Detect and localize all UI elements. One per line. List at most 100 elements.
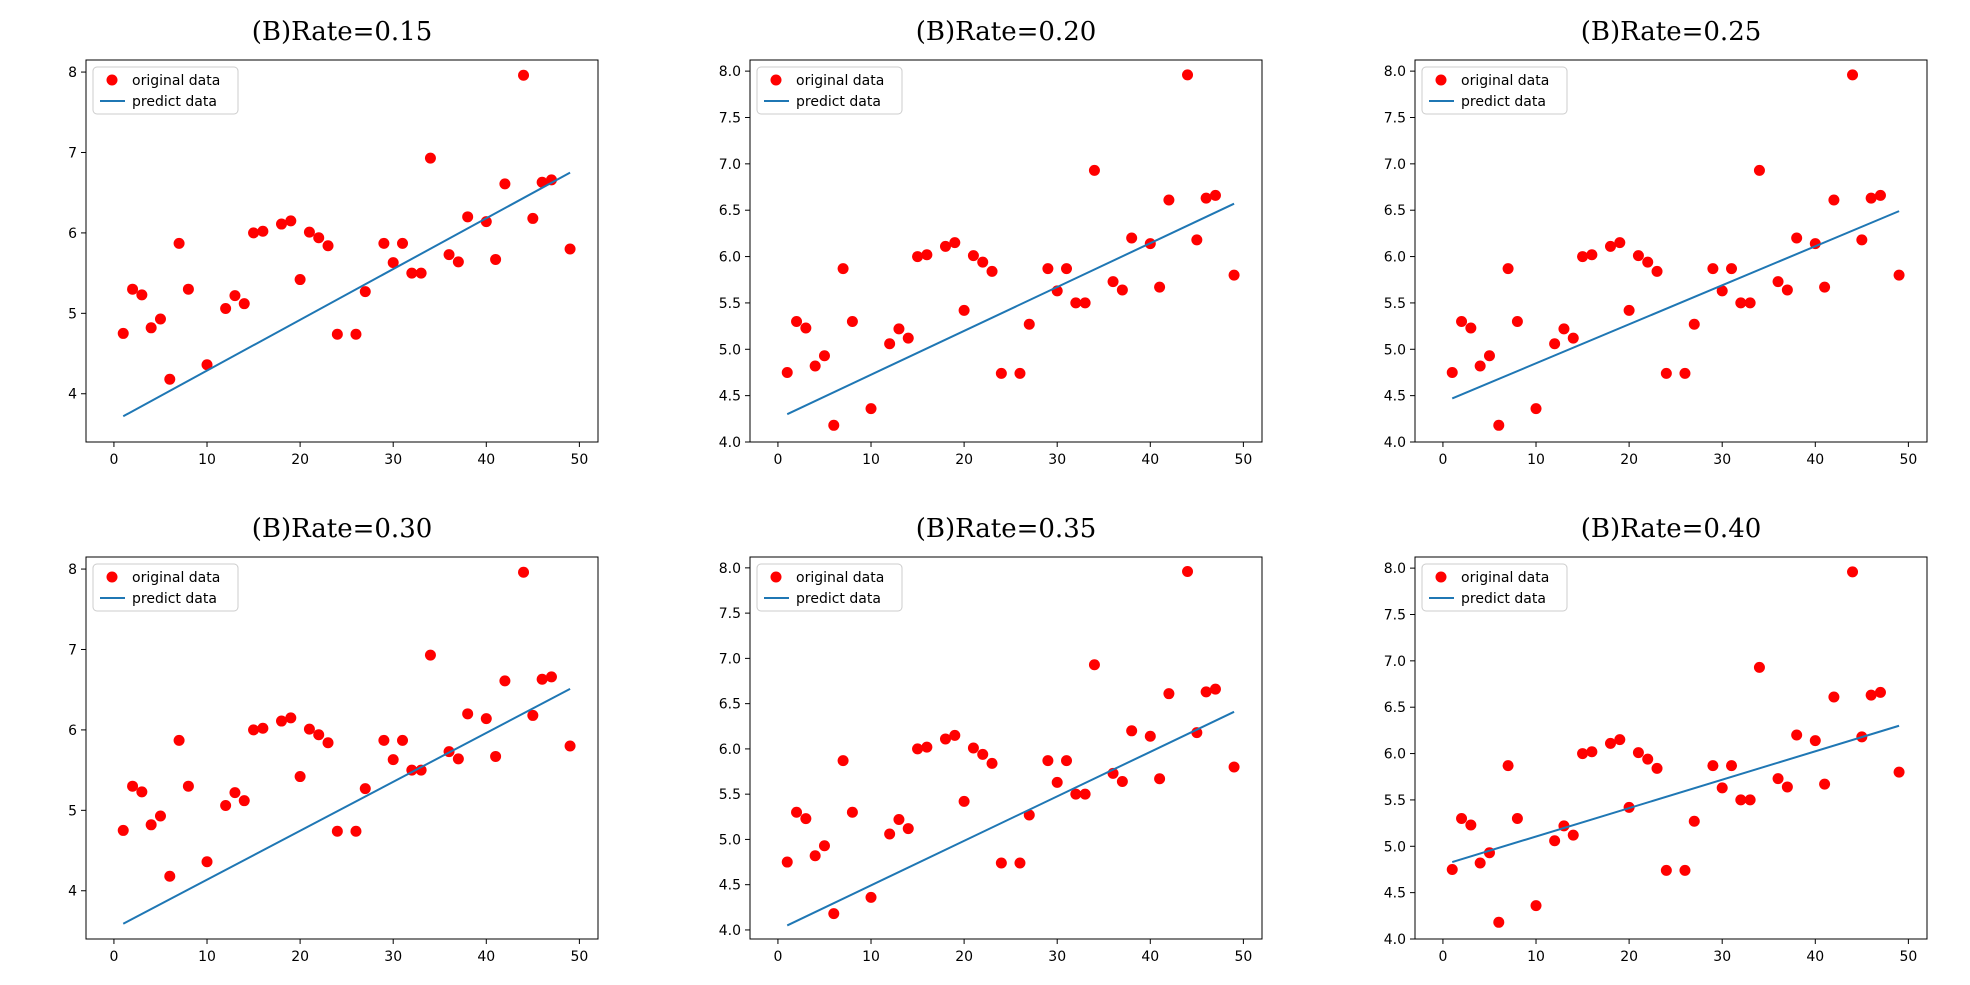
data-point xyxy=(452,753,464,765)
y-tick-label: 5 xyxy=(68,803,77,819)
data-point xyxy=(480,713,492,725)
y-tick-label: 4.0 xyxy=(719,923,741,939)
y-tick-label: 5.5 xyxy=(719,787,741,803)
data-point xyxy=(1182,565,1194,577)
data-point xyxy=(1107,276,1119,288)
data-point xyxy=(1549,835,1561,847)
y-tick-label: 7.5 xyxy=(719,606,741,622)
data-point xyxy=(173,734,185,746)
x-tick-label: 40 xyxy=(1141,452,1159,468)
x-tick-label: 30 xyxy=(1048,452,1066,468)
data-point xyxy=(117,824,129,836)
data-point xyxy=(424,649,436,661)
legend-box xyxy=(1421,66,1568,115)
data-point xyxy=(1070,297,1082,309)
data-point xyxy=(1577,251,1589,263)
data-point xyxy=(1735,297,1747,309)
x-tick-label: 30 xyxy=(1713,452,1731,468)
data-point xyxy=(1688,815,1700,827)
y-tick-label: 6 xyxy=(68,723,77,739)
x-tick-label: 0 xyxy=(109,949,118,965)
data-point xyxy=(136,786,148,798)
data-point xyxy=(1893,766,1905,778)
data-point xyxy=(1079,788,1091,800)
data-point xyxy=(1530,900,1542,912)
data-point xyxy=(1642,256,1654,268)
data-point xyxy=(1847,566,1859,578)
data-point xyxy=(1791,232,1803,244)
x-tick-label: 0 xyxy=(1438,452,1447,468)
data-point xyxy=(781,366,793,378)
data-point xyxy=(921,249,933,261)
x-tick-label: 20 xyxy=(1620,949,1638,965)
data-point xyxy=(145,819,157,831)
y-tick-label: 5.0 xyxy=(1384,839,1406,855)
data-point xyxy=(1651,762,1663,774)
legend-marker-original xyxy=(770,571,782,583)
data-point xyxy=(800,322,812,334)
y-tick-label: 8 xyxy=(68,562,77,578)
data-point xyxy=(818,840,830,852)
y-tick-label: 8.0 xyxy=(1384,561,1406,577)
data-point xyxy=(1660,367,1672,379)
x-tick-label: 40 xyxy=(1806,949,1824,965)
data-point xyxy=(387,257,399,269)
data-point xyxy=(865,403,877,415)
data-point xyxy=(1726,263,1738,275)
data-point xyxy=(452,256,464,268)
data-point xyxy=(1865,192,1877,204)
data-point xyxy=(1456,315,1468,327)
data-point xyxy=(1567,332,1579,344)
y-tick-label: 7.5 xyxy=(1384,607,1406,623)
data-point xyxy=(1116,775,1128,787)
data-point xyxy=(378,237,390,249)
data-point xyxy=(1200,192,1212,204)
legend: original data predict data xyxy=(92,66,239,115)
x-tick-label: 50 xyxy=(570,949,588,965)
data-point xyxy=(1660,864,1672,876)
legend-marker-original xyxy=(770,74,782,86)
data-point xyxy=(359,783,371,795)
y-tick-label: 4.5 xyxy=(1384,886,1406,902)
data-point xyxy=(1209,683,1221,695)
data-point xyxy=(1679,367,1691,379)
x-tick-label: 20 xyxy=(291,452,309,468)
data-point xyxy=(1819,778,1831,790)
data-point xyxy=(1163,194,1175,206)
data-point xyxy=(518,566,530,578)
data-point xyxy=(527,212,539,224)
data-point xyxy=(545,174,557,186)
data-point xyxy=(967,742,979,754)
data-point xyxy=(1707,760,1719,772)
predict-line xyxy=(122,688,571,925)
data-point xyxy=(443,249,455,261)
data-point xyxy=(1632,747,1644,759)
data-point xyxy=(1051,776,1063,788)
subplot-6: (B)Rate=0.40 0 10 20 30 40 50 4.0 4.5 5.0 5.5 6.0 6.… xyxy=(1384,514,1928,965)
data-point xyxy=(229,787,241,799)
y-tick-label: 6.0 xyxy=(719,742,741,758)
data-point xyxy=(1586,746,1598,758)
data-point xyxy=(902,823,914,835)
data-point xyxy=(536,673,548,685)
data-point xyxy=(1483,350,1495,362)
data-point xyxy=(1726,760,1738,772)
x-tick-label: 40 xyxy=(1806,452,1824,468)
data-point xyxy=(1809,735,1821,747)
data-point xyxy=(1163,688,1175,700)
x-tick-label: 10 xyxy=(198,949,216,965)
y-tick-label: 6.5 xyxy=(719,203,741,219)
data-point xyxy=(809,360,821,372)
legend-box xyxy=(756,563,903,612)
data-point xyxy=(294,771,306,783)
data-point xyxy=(536,176,548,188)
data-point xyxy=(967,250,979,262)
y-tick-label: 5.0 xyxy=(1384,342,1406,358)
data-point xyxy=(415,764,427,776)
data-point xyxy=(322,737,334,749)
y-tick-label: 6.0 xyxy=(719,250,741,266)
legend-box xyxy=(756,66,903,115)
data-point xyxy=(1874,686,1886,698)
data-point xyxy=(902,332,914,344)
y-tick-label: 4.0 xyxy=(719,435,741,451)
